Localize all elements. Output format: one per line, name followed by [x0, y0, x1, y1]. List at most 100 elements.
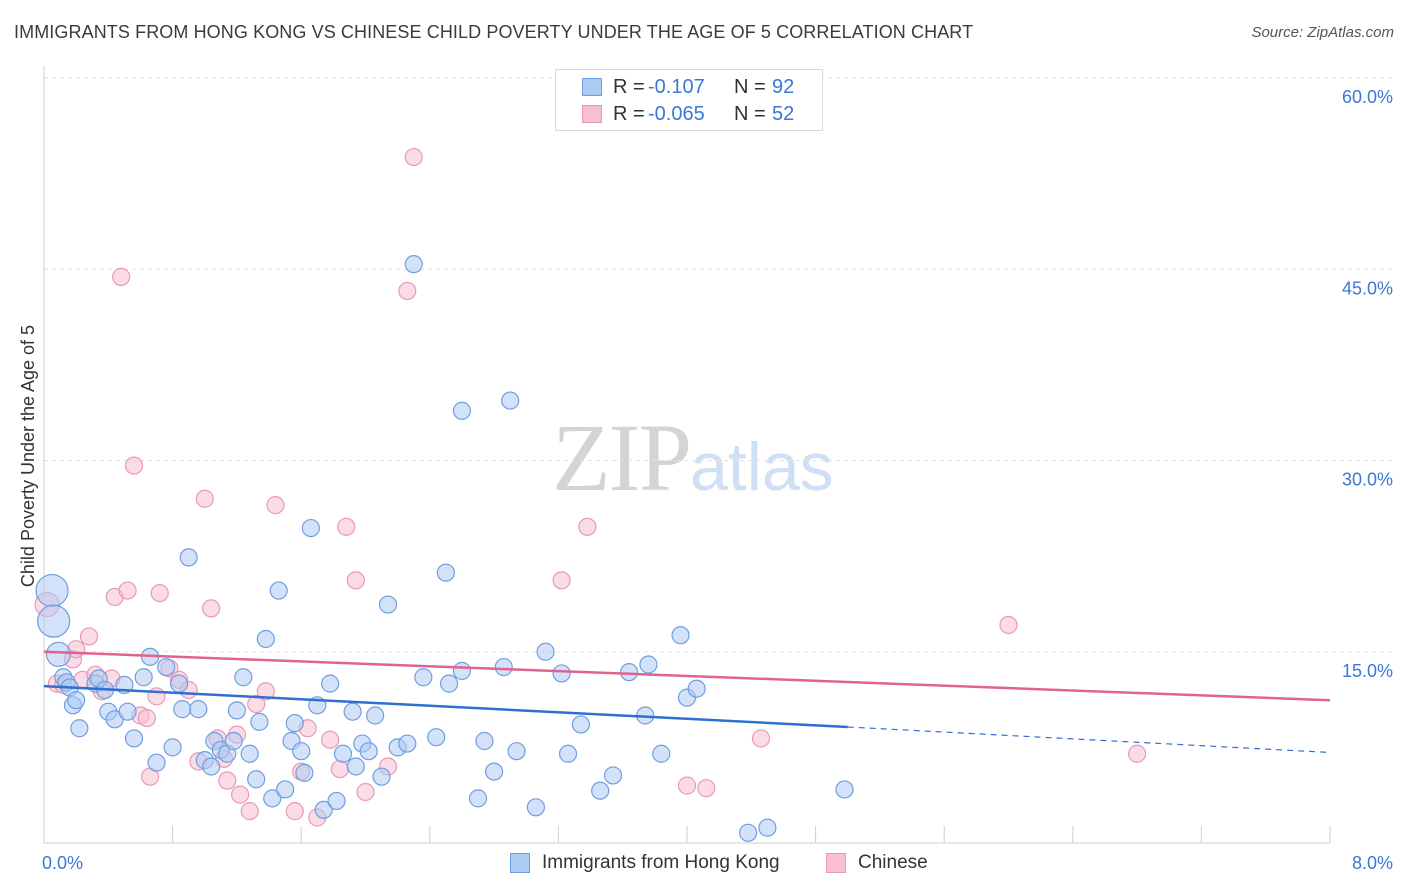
hong-kong-point — [285, 714, 304, 733]
hong-kong-point — [652, 744, 671, 763]
chinese-point — [398, 281, 417, 301]
legend-n-label: N = — [734, 76, 766, 98]
chinese-point — [999, 615, 1018, 635]
chinese-point — [150, 583, 169, 603]
hong-kong-point — [169, 674, 189, 693]
hong-kong-point — [603, 766, 623, 785]
x-tick-label: 0.0% — [42, 853, 83, 873]
hong-kong-point — [758, 818, 777, 837]
legend-n-label: N = — [734, 103, 766, 125]
hong-kong-point — [37, 604, 71, 638]
stats-legend: R = -0.107 N = 92 R = -0.065 N = 52 — [555, 69, 823, 131]
hong-kong-point — [366, 706, 385, 725]
hong-kong-point — [227, 701, 246, 720]
hong-kong-point — [378, 595, 398, 614]
legend-n-value: 92 — [772, 76, 795, 98]
y-axis-label: Child Poverty Under the Age of 5 — [18, 325, 38, 587]
hong-kong-point — [134, 668, 153, 687]
hong-kong-point — [571, 715, 591, 734]
series-swatch-blue — [510, 853, 530, 873]
chinese-point — [330, 759, 349, 779]
legend-r-label: R = — [613, 76, 645, 98]
chinese-point — [266, 496, 285, 515]
hong-kong-point — [507, 742, 526, 761]
series-swatch-pink — [826, 853, 846, 873]
chinese-point — [346, 571, 365, 590]
y-tick-label: 45.0% — [1342, 278, 1393, 298]
hong-kong-point — [202, 757, 221, 776]
hong-kong-point — [414, 668, 433, 687]
chinese-point — [256, 682, 275, 701]
chinese-point — [404, 147, 423, 167]
hong-kong-point — [157, 657, 176, 677]
hong-kong-point — [501, 391, 520, 410]
chinese-point — [112, 267, 131, 286]
hong-kong-point — [835, 780, 854, 799]
hong-kong-point — [124, 729, 144, 748]
hong-kong-point — [687, 679, 706, 698]
chinese-point — [356, 782, 375, 802]
hong-kong-point — [343, 702, 362, 721]
y-tick-label: 15.0% — [1342, 661, 1393, 681]
hong-kong-point — [295, 763, 314, 782]
series-label: Chinese — [858, 852, 928, 873]
hong-kong-point — [173, 700, 192, 719]
chinese-trendline — [43, 650, 1331, 702]
legend-r-value: -0.065 — [648, 103, 705, 125]
watermark: ZIPatlas — [552, 402, 834, 513]
chinese-point — [218, 771, 237, 790]
hong-kong-point — [558, 744, 578, 763]
hong-kong-point — [494, 657, 513, 677]
watermark-zip: ZIP — [552, 404, 692, 511]
hong-kong-point — [671, 626, 690, 645]
hong-kong-point — [552, 664, 571, 683]
hong-kong-point — [224, 731, 243, 751]
chinese-point — [578, 517, 597, 536]
hong-kong-point — [398, 734, 417, 753]
chinese-point — [79, 627, 99, 646]
chinese-point — [697, 779, 716, 798]
chinese-point — [124, 456, 144, 475]
watermark-atlas: atlas — [690, 429, 834, 505]
hong-kong-point — [247, 770, 266, 789]
chinese-point — [247, 694, 266, 714]
hong-kong-point — [475, 731, 494, 751]
hong-kong-point — [263, 789, 282, 808]
hong-kong-point — [45, 641, 72, 667]
legend-swatch-pink — [582, 105, 602, 123]
hong-kong-point — [189, 700, 208, 719]
hong-kong-point — [372, 767, 391, 786]
hong-kong-point — [276, 780, 295, 799]
hong-kong-point — [526, 798, 545, 817]
hong-kong-point — [468, 789, 488, 808]
chinese-point — [751, 729, 771, 748]
hong-kong-point — [620, 663, 639, 682]
hong-kong-point — [485, 762, 504, 781]
hong-kong-point — [321, 674, 340, 693]
hong-kong-point — [147, 753, 166, 772]
hong-kong-point — [427, 728, 446, 747]
hong-kong-point — [67, 691, 86, 710]
chinese-point — [321, 730, 340, 749]
chart-title: IMMIGRANTS FROM HONG KONG VS CHINESE CHI… — [14, 22, 974, 42]
hong-kong-point — [240, 744, 259, 763]
hong-kong-point — [35, 573, 69, 608]
hong-kong-point — [346, 757, 365, 776]
source-label: Source: ZipAtlas.com — [1251, 24, 1394, 41]
y-tick-label: 30.0% — [1342, 470, 1393, 490]
hong-kong-point — [591, 781, 610, 800]
hong-kong-point — [452, 661, 472, 680]
hong-kong-point — [536, 642, 555, 661]
legend-r-label: R = — [613, 103, 645, 125]
hong-kong-point — [738, 823, 758, 842]
hong-kong-point — [118, 702, 137, 721]
x-tick-label: 8.0% — [1352, 853, 1393, 873]
hong-kong-point — [250, 712, 269, 731]
hong-kong-point — [404, 255, 423, 274]
hong-kong-point — [314, 800, 333, 819]
hong-kong-point — [639, 655, 658, 674]
hong-kong-point — [163, 738, 182, 757]
hong-kong-point — [269, 581, 288, 600]
chinese-point — [1127, 744, 1147, 763]
